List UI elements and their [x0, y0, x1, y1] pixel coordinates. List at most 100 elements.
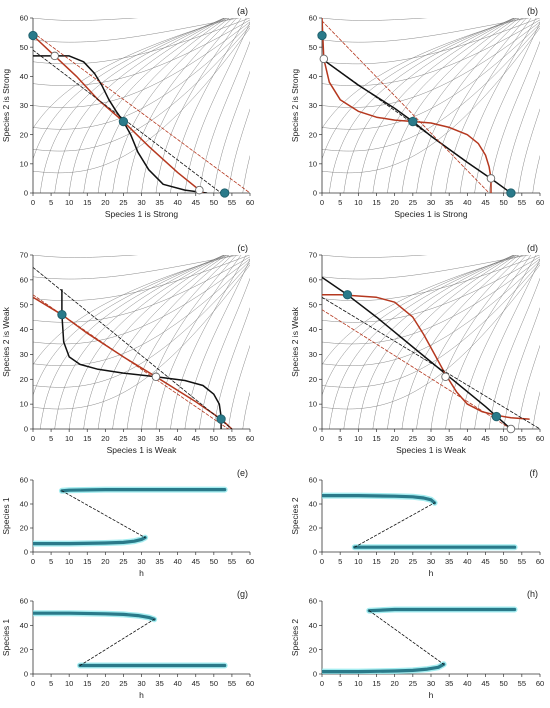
x-tick-label: 25	[119, 434, 127, 443]
unstable-equilibrium-point	[319, 54, 329, 64]
y-tick-label: 40	[20, 72, 28, 81]
unstable-equilibrium-point	[506, 424, 516, 434]
flow-line	[329, 255, 517, 429]
x-tick-label: 15	[372, 434, 380, 443]
flow-line	[33, 21, 250, 108]
flow-line	[322, 23, 540, 130]
panel-label: (h)	[527, 589, 538, 599]
flow-line	[33, 23, 250, 130]
series-unstable-branch	[61, 490, 146, 538]
x-tick-label: 30	[427, 198, 435, 207]
unstable-equilibrium-point	[151, 372, 161, 382]
x-tick-label: 30	[427, 434, 435, 443]
x-tick-label: 5	[49, 198, 53, 207]
y-tick-label: 40	[309, 500, 317, 509]
x-tick-label: 25	[119, 679, 127, 688]
flow-line	[358, 18, 515, 193]
x-tick-label: 55	[518, 557, 526, 566]
x-tick-label: 15	[83, 434, 91, 443]
y-tick-label: 30	[309, 101, 317, 110]
flow-line	[184, 21, 250, 193]
flow-line	[517, 344, 540, 429]
flow-line	[155, 255, 242, 429]
axes-frame	[321, 255, 540, 430]
stable-equilibrium-point	[342, 290, 353, 300]
y-tick-label: 10	[20, 159, 28, 168]
panel-0: 0 5 10 15 20 25 30 35 40 45 50 55 60 0 10 20 30 40 50 60 Spe…	[1, 6, 254, 219]
panel-label: (b)	[527, 6, 538, 16]
x-tick-label: 40	[173, 679, 181, 688]
x-tick-label: 50	[499, 434, 507, 443]
y-axis-label: Species 2 is Strong	[1, 69, 11, 143]
flow-line	[33, 264, 250, 410]
series-upper-branch	[33, 611, 156, 621]
x-tick-label: 60	[246, 198, 254, 207]
flow-line	[242, 391, 250, 429]
flow-line	[488, 277, 540, 429]
x-tick-label: 5	[338, 557, 342, 566]
flow-line	[322, 255, 520, 397]
x-tick-label: 30	[137, 434, 145, 443]
x-tick-label: 50	[210, 679, 218, 688]
x-axis-label: h	[429, 568, 434, 578]
x-tick-label: 10	[65, 557, 73, 566]
flow-line	[141, 255, 237, 429]
x-tick-label: 5	[49, 434, 53, 443]
flow-line	[322, 27, 540, 174]
x-tick-label: 35	[445, 557, 453, 566]
y-axis-label: Species 2 is Weak	[1, 306, 11, 377]
flow-line	[322, 19, 540, 86]
y-tick-label: 70	[309, 251, 317, 260]
stable-equilibrium-point	[317, 30, 327, 41]
x-tick-label: 0	[31, 557, 35, 566]
x-tick-label: 60	[246, 679, 254, 688]
x-axis-label: Species 1 is Strong	[105, 209, 179, 219]
x-tick-label: 35	[445, 198, 453, 207]
y-tick-label: 20	[20, 645, 28, 654]
y-tick-label: 60	[20, 476, 28, 485]
flow-line	[401, 255, 520, 429]
x-tick-label: 60	[246, 557, 254, 566]
flow-line	[322, 258, 540, 345]
x-tick-label: 45	[192, 679, 200, 688]
y-tick-label: 40	[20, 621, 28, 630]
x-tick-label: 45	[481, 679, 489, 688]
flow-line	[257, 194, 287, 429]
y-tick-label: 60	[20, 14, 28, 23]
x-tick-label: 35	[445, 434, 453, 443]
unstable-equilibrium-point	[441, 372, 450, 382]
x-tick-label: 55	[228, 679, 236, 688]
flow-line	[112, 255, 230, 429]
flow-line	[33, 262, 250, 388]
flow-line	[532, 155, 540, 193]
x-tick-label: 20	[101, 679, 109, 688]
flow-line	[199, 41, 250, 193]
y-tick-label: 40	[309, 72, 317, 81]
stable-equilibrium-point	[57, 310, 67, 320]
axes-frame	[321, 18, 540, 194]
flow-line	[33, 18, 240, 43]
series-dashed-red	[322, 309, 512, 429]
y-tick-label: 30	[20, 350, 28, 359]
flow-line	[474, 258, 540, 429]
flow-field	[322, 255, 540, 429]
flow-line	[416, 18, 523, 193]
flow-line	[503, 307, 540, 429]
x-tick-label: 60	[536, 434, 544, 443]
x-tick-label: 20	[390, 679, 398, 688]
y-tick-label: 20	[20, 524, 28, 533]
flow-line	[213, 307, 250, 429]
flow-line	[170, 18, 247, 193]
series-dashed-red	[33, 294, 229, 429]
flow-line	[322, 264, 540, 410]
x-tick-label: 15	[372, 679, 380, 688]
panel-4: 0 5 10 15 20 25 30 35 40 45 50 55 60 0 20 40 60 h Species …	[1, 468, 254, 578]
flow-field	[33, 18, 250, 193]
panel-label: (c)	[238, 243, 249, 253]
y-tick-label: 0	[313, 670, 317, 679]
series-nullcline-black	[322, 276, 512, 429]
y-tick-label: 60	[309, 597, 317, 606]
series-dashed-red	[322, 20, 490, 193]
x-tick-label: 40	[463, 198, 471, 207]
y-tick-label: 40	[20, 325, 28, 334]
